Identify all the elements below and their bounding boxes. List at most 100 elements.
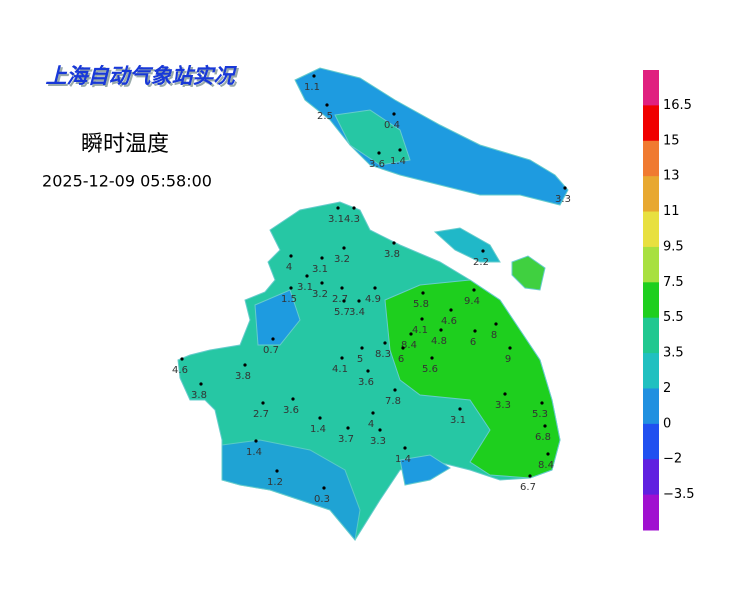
legend-swatch [643, 459, 659, 496]
station-value: 4 [368, 419, 374, 430]
station-dot [291, 397, 295, 401]
warm-zone [384, 279, 561, 479]
station-value: 2.7 [253, 409, 269, 420]
station-dot [340, 286, 344, 290]
station-dot [540, 401, 544, 405]
station-dot [392, 112, 396, 116]
station-dot [320, 256, 324, 260]
station-dot [401, 346, 405, 350]
station-dot [473, 329, 477, 333]
station-value: 8.4 [538, 460, 554, 471]
station-value: 2.5 [317, 111, 333, 122]
station-value: 3.2 [312, 289, 328, 300]
station-dot [261, 401, 265, 405]
station-dot [543, 424, 547, 428]
station-value: 8.3 [375, 349, 391, 360]
station-dot [472, 288, 476, 292]
station-value: 6 [398, 354, 404, 365]
station-value: 4.8 [431, 336, 447, 347]
station-dot [458, 407, 462, 411]
title: 上海自动气象站实况 [46, 64, 238, 88]
station-value: 4 [286, 262, 292, 273]
station-dot [449, 308, 453, 312]
station-dot [409, 332, 413, 336]
cold-zone-2 [221, 439, 361, 542]
legend-swatch [643, 246, 659, 283]
legend-swatch [643, 282, 659, 319]
legend-label: 5.5 [663, 310, 684, 325]
station-value: 3.6 [283, 405, 299, 416]
station-value: 7.8 [385, 396, 401, 407]
legend-label: 7.5 [663, 275, 684, 290]
station-value: 6.8 [535, 432, 551, 443]
legend-swatch [643, 176, 659, 213]
time: 2025-12-09 05:58:00 [42, 172, 212, 191]
station-dot [378, 428, 382, 432]
legend-swatch [643, 317, 659, 354]
station-value: 3.2 [334, 254, 350, 265]
cold-zone-3 [399, 454, 451, 486]
station-dot [275, 469, 279, 473]
station-dot [403, 446, 407, 450]
legend-label: 2 [663, 381, 671, 396]
station-value: 5.7 [334, 307, 350, 318]
station-dot [336, 206, 340, 210]
title-shadow: 上海自动气象站实况 [48, 66, 240, 90]
chongming-zone [334, 109, 411, 166]
station-dot [503, 392, 507, 396]
legend-swatch [643, 211, 659, 248]
station-value: 3.6 [369, 159, 385, 170]
station-value: 0.7 [263, 345, 279, 356]
legend-label: 13 [663, 169, 680, 184]
legend-swatch [643, 423, 659, 460]
station-dot [371, 411, 375, 415]
station-dot [180, 357, 184, 361]
station-value: 3.1 [312, 264, 328, 275]
station-dot [393, 388, 397, 392]
station-value: 1.4 [246, 447, 262, 458]
station-dot [322, 486, 326, 490]
station-dot [243, 363, 247, 367]
station-value: 3.8 [191, 390, 207, 401]
station-value: 0.3 [314, 494, 330, 505]
station-dot [383, 341, 387, 345]
station-value: 5.8 [413, 299, 429, 310]
station-value: 4.6 [441, 316, 457, 327]
changxing [433, 227, 501, 263]
station-dot [199, 382, 203, 386]
station-value: 1.4 [310, 424, 326, 435]
station-dot [360, 346, 364, 350]
legend-label: −2 [663, 452, 682, 467]
station-value: 5.3 [532, 409, 548, 420]
station-dot [318, 416, 322, 420]
chongming [294, 67, 569, 206]
station-dot [340, 356, 344, 360]
station-value: 8.4 [401, 340, 417, 351]
legend-swatch [643, 494, 659, 531]
station-dot [421, 291, 425, 295]
station-dot [546, 452, 550, 456]
station-dot [254, 439, 258, 443]
station-value: 4.9 [365, 294, 381, 305]
station-value: 3.1 [450, 415, 466, 426]
station-value: 3.1 [297, 282, 313, 293]
station-value: 4.6 [172, 365, 188, 376]
station-dot [342, 299, 346, 303]
station-value: 9 [505, 354, 511, 365]
station-dot [398, 148, 402, 152]
station-dot [271, 337, 275, 341]
station-value: 2.7 [332, 294, 348, 305]
station-value: 4.3 [344, 214, 360, 225]
station-value: 5.6 [422, 364, 438, 375]
station-dot [563, 186, 567, 190]
station-value: 2.2 [473, 257, 489, 268]
subtitle: 瞬时温度 [81, 132, 169, 157]
station-dot [366, 369, 370, 373]
station-value: 4.1 [332, 364, 348, 375]
station-dot [320, 281, 324, 285]
station-value: 3.8 [235, 371, 251, 382]
station-value: 3.3 [495, 400, 511, 411]
station-value: 3.6 [358, 377, 374, 388]
station-value: 1.5 [281, 294, 297, 305]
